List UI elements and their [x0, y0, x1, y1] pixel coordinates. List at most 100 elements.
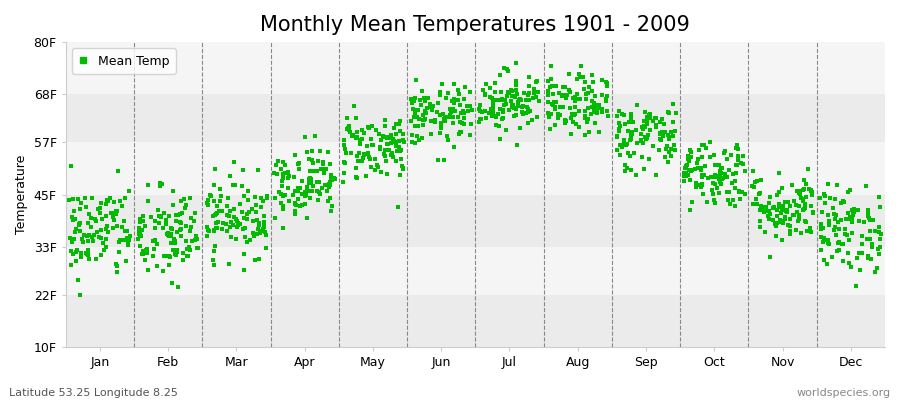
Point [692, 147, 706, 153]
Point [813, 195, 827, 202]
Point [135, 218, 149, 224]
Point [346, 102, 361, 109]
Point [417, 117, 431, 123]
Point [778, 207, 793, 214]
Point [356, 152, 371, 158]
Point [725, 180, 740, 187]
Point [839, 216, 853, 222]
Point [451, 87, 465, 94]
Point [239, 216, 254, 222]
Point [624, 114, 638, 121]
Point [492, 71, 507, 78]
Point [734, 160, 748, 166]
Point [165, 280, 179, 286]
Point [842, 216, 856, 222]
Point [525, 117, 539, 124]
Point [377, 152, 392, 159]
Point [712, 176, 726, 182]
Point [67, 236, 81, 242]
Point [588, 93, 602, 100]
Point [237, 215, 251, 221]
Point [548, 122, 562, 128]
Point [74, 254, 88, 260]
Point [132, 218, 147, 225]
Point [775, 185, 789, 191]
Point [294, 178, 309, 184]
Point [361, 125, 375, 131]
Point [495, 96, 509, 103]
Point [731, 157, 745, 164]
Point [407, 113, 421, 120]
Point [112, 249, 126, 256]
Point [67, 208, 81, 214]
Point [836, 198, 850, 204]
Point [630, 140, 644, 146]
Point [804, 188, 818, 194]
Point [435, 81, 449, 88]
Point [693, 184, 707, 190]
Point [138, 223, 152, 230]
Point [778, 216, 792, 222]
Point [109, 261, 123, 268]
Point [504, 98, 518, 104]
Point [695, 172, 709, 178]
Point [108, 211, 122, 217]
Point [257, 221, 272, 227]
Point [773, 217, 788, 224]
Point [260, 192, 274, 199]
Point [491, 96, 505, 103]
Point [295, 190, 310, 197]
Point [184, 215, 198, 221]
Point [496, 108, 510, 114]
Point [770, 220, 784, 226]
Point [324, 175, 338, 181]
Point [246, 230, 260, 237]
Point [820, 261, 834, 267]
Point [616, 112, 631, 118]
Point [154, 214, 168, 220]
Point [780, 207, 795, 214]
Point [292, 203, 307, 209]
Point [565, 94, 580, 101]
Point [767, 204, 781, 210]
Point [292, 195, 306, 202]
Point [719, 189, 733, 196]
Point [861, 235, 876, 242]
Point [787, 212, 801, 218]
Point [94, 205, 108, 211]
Point [132, 242, 147, 249]
Point [79, 203, 94, 210]
Point [363, 156, 377, 162]
Point [846, 206, 860, 212]
Point [408, 140, 422, 146]
Point [504, 88, 518, 94]
Point [69, 247, 84, 253]
Point [152, 220, 166, 227]
Point [681, 153, 696, 159]
Point [612, 120, 626, 126]
Point [796, 177, 811, 184]
Point [656, 132, 670, 139]
Point [738, 168, 752, 174]
Point [509, 87, 524, 93]
Point [806, 209, 820, 216]
Point [709, 185, 724, 192]
Point [311, 197, 326, 204]
Point [143, 214, 157, 220]
Point [792, 216, 806, 222]
Point [662, 110, 676, 116]
Point [396, 139, 410, 145]
Point [851, 207, 866, 213]
Point [546, 90, 561, 97]
Point [112, 237, 127, 243]
Point [211, 225, 225, 231]
Point [731, 153, 745, 159]
Point [167, 240, 182, 246]
Point [609, 134, 624, 140]
Point [81, 220, 95, 227]
Point [368, 127, 382, 134]
Point [188, 236, 202, 243]
Point [476, 87, 491, 94]
Point [783, 203, 797, 210]
Point [409, 76, 423, 83]
